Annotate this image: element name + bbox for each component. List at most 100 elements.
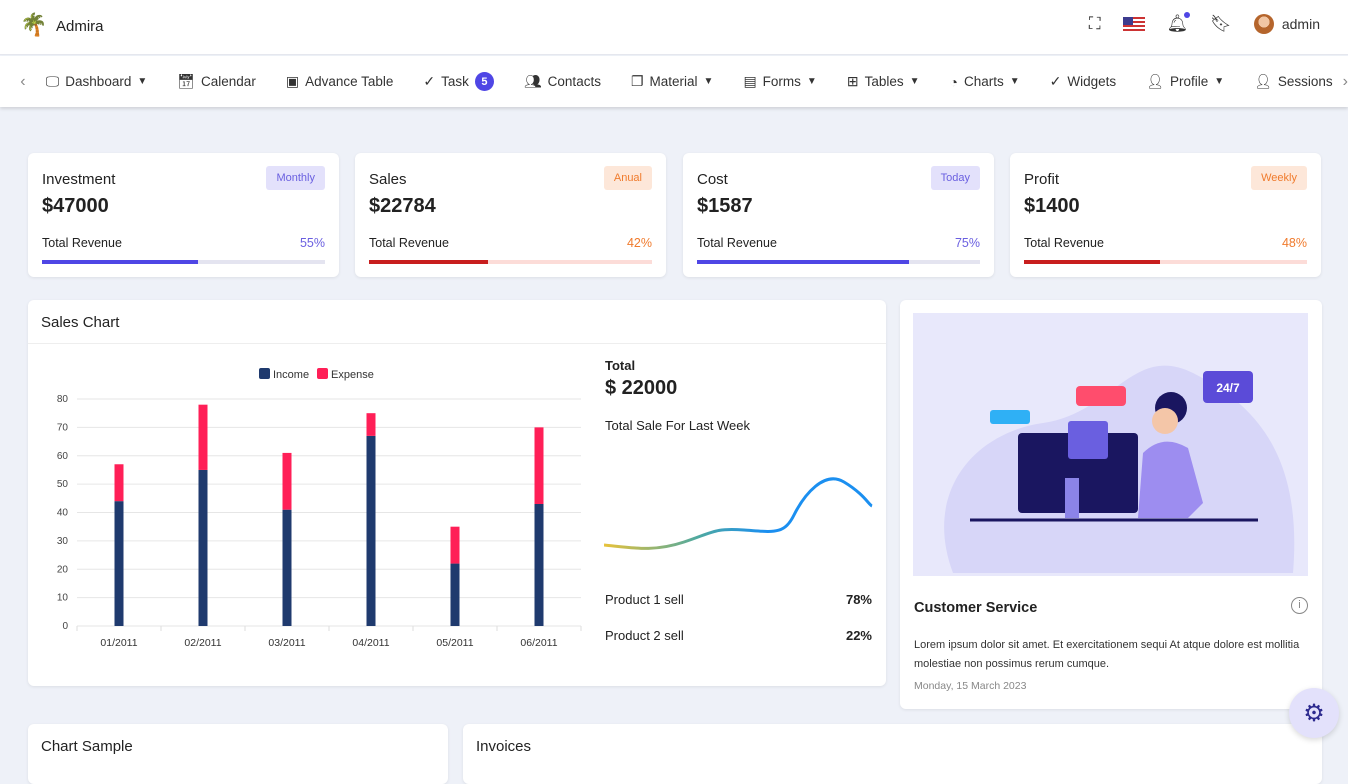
progress-bar [369, 260, 652, 264]
info-icon[interactable]: i [1291, 597, 1308, 614]
customer-title: Customer Service [914, 600, 1038, 616]
fullscreen-icon[interactable]: ⛶ [1088, 14, 1101, 33]
chart-sample-card: Chart Sample [28, 724, 448, 784]
palm-logo-icon: 🌴 [20, 12, 48, 37]
stat-percent: 75% [954, 236, 980, 250]
settings-gear-button[interactable]: ⚙ [1289, 688, 1339, 738]
legend-swatch [259, 368, 270, 379]
nav-label: Widgets [1067, 74, 1117, 89]
check-circle-icon: ✓ [1049, 73, 1062, 89]
stat-card-investment: Investment $47000 Monthly Total Revenue … [28, 153, 339, 277]
bar-expense [114, 464, 124, 502]
customer-service-illustration: 24/7 [913, 313, 1308, 576]
nav-item-profile[interactable]: 👤︎ Profile ▼ [1146, 73, 1224, 90]
x-tick-label: 04/2011 [352, 637, 389, 649]
caret-down-icon: ▼ [909, 76, 920, 87]
stat-title: Sales [369, 171, 407, 188]
stat-percent: 55% [299, 236, 325, 250]
bell-icon[interactable]: 🔔︎ [1166, 12, 1190, 33]
stat-title: Profit [1024, 171, 1060, 188]
stat-title: Cost [697, 171, 728, 188]
stat-label: Total Revenue [369, 236, 449, 250]
legend-label: Expense [331, 369, 374, 381]
copy-icon: ❐ [630, 73, 644, 89]
nav-item-tables[interactable]: ⊞ Tables ▼ [847, 73, 920, 90]
nav-item-dashboard[interactable]: 🖵 Dashboard ▼ [46, 73, 147, 90]
total-value: $ 22000 [605, 377, 678, 399]
x-tick-label: 05/2011 [436, 637, 473, 649]
y-tick-label: 20 [57, 564, 69, 575]
nav-item-task[interactable]: ✓ Task 5 [423, 72, 494, 91]
nav-item-contacts[interactable]: 👥︎ Contacts [524, 73, 601, 90]
caret-down-icon: ▼ [1009, 76, 1020, 87]
bookmark-icon[interactable]: 🔖︎ [1210, 14, 1232, 33]
stat-value: $47000 [42, 195, 109, 217]
product-label: Product 2 sell [605, 628, 684, 643]
nav-label: Sessions [1277, 74, 1333, 89]
main-nav: ‹ 🖵 Dashboard ▼ 📅︎ Calendar ▣ Advance Table ✓ Ta… [0, 56, 1348, 107]
nav-prev-icon[interactable]: ‹ [20, 72, 26, 90]
nav-label: Material [649, 74, 698, 89]
stat-label: Total Revenue [1024, 236, 1104, 250]
stat-label: Total Revenue [697, 236, 777, 250]
stat-percent: 42% [626, 236, 652, 250]
y-tick-label: 60 [57, 451, 69, 462]
total-subtitle: Total Sale For Last Week [605, 418, 750, 433]
nav-label: Task [441, 74, 469, 89]
product-label: Product 1 sell [605, 592, 684, 607]
progress-fill [369, 260, 488, 264]
avatar[interactable] [1253, 14, 1274, 34]
bar-income [282, 509, 292, 626]
bar-expense [450, 526, 460, 564]
nav-label: Advance Table [305, 74, 394, 89]
top-header: 🌴 Admira ⛶ 🔔︎ 🔖︎ admin [0, 0, 1348, 55]
y-tick-label: 30 [57, 536, 69, 547]
bar-expense [534, 427, 544, 504]
period-badge: Anual [603, 166, 652, 190]
customer-date: Monday, 15 March 2023 [914, 680, 1027, 692]
product-value: 78% [845, 592, 872, 607]
bar-expense [366, 413, 376, 436]
user-name[interactable]: admin [1281, 16, 1320, 32]
card-title: Chart Sample [41, 738, 133, 755]
user-icon: 👤︎ [1146, 73, 1164, 89]
stat-card-profit: Profit $1400 Weekly Total Revenue 48% [1010, 153, 1321, 277]
nav-label: Contacts [547, 74, 601, 89]
nav-item-forms[interactable]: ▤ Forms ▼ [743, 73, 816, 90]
progress-fill [42, 260, 198, 264]
product-value: 22% [845, 628, 872, 643]
period-badge: Monthly [266, 166, 325, 190]
nav-item-calendar[interactable]: 📅︎ Calendar [177, 73, 256, 90]
nav-next-icon[interactable]: › [1342, 72, 1348, 90]
us-flag-icon[interactable] [1122, 17, 1145, 31]
stat-card-cost: Cost $1587 Today Total Revenue 75% [683, 153, 994, 277]
bar-income [450, 563, 460, 626]
period-badge: Weekly [1251, 166, 1307, 190]
y-tick-label: 10 [57, 593, 69, 604]
nav-item-advance-table[interactable]: ▣ Advance Table [286, 73, 394, 90]
card-title: Sales Chart [41, 314, 120, 331]
x-tick-label: 03/2011 [268, 637, 305, 649]
customer-service-card: 24/7 Customer Service i Lorem ipsum dolo… [900, 300, 1322, 709]
progress-fill [1024, 260, 1160, 264]
stat-label: Total Revenue [42, 236, 122, 250]
caret-down-icon: ▼ [1214, 76, 1225, 87]
invoices-card: Invoices [463, 724, 1322, 784]
sales-chart-card: Sales Chart 0 10 20 30 40 50 60 70 80 01/2011 02/2… [28, 300, 886, 686]
stat-value: $1587 [697, 195, 753, 217]
pie-icon: ◔ [949, 73, 958, 90]
legend-label: Income [273, 369, 309, 381]
nav-item-sessions[interactable]: 👤︎ Sessions [1254, 73, 1333, 90]
y-tick-label: 50 [57, 479, 69, 490]
stat-title: Investment [42, 171, 116, 188]
nav-item-widgets[interactable]: ✓ Widgets [1050, 73, 1117, 90]
nav-label: Calendar [201, 74, 256, 89]
total-label: Total [605, 358, 636, 373]
24-7-badge: 24/7 [1216, 381, 1240, 395]
nav-item-charts[interactable]: ◔ Charts ▼ [950, 74, 1020, 90]
y-tick-label: 0 [62, 621, 68, 632]
nav-label: Charts [963, 74, 1004, 89]
legend-swatch [317, 368, 328, 379]
nav-item-material[interactable]: ❐ Material ▼ [631, 73, 713, 90]
users-icon: 👥︎ [523, 73, 542, 89]
